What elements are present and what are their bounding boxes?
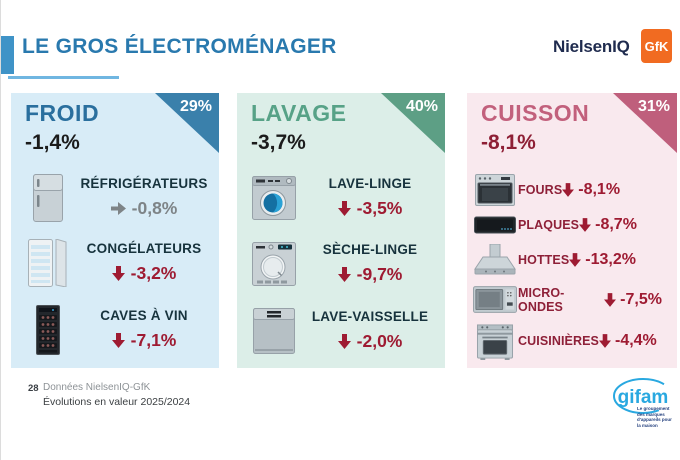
appliance-row: RÉFRIGÉRATEURS -0,8% <box>11 173 219 222</box>
page-number: 28 <box>28 383 39 394</box>
appliance-value: -7,1% <box>130 330 177 351</box>
appliance-label: RÉFRIGÉRATEURS <box>80 176 208 192</box>
appliance-label: LAVE-VAISSELLE <box>311 308 429 324</box>
market-share: 40% <box>405 98 438 115</box>
panel-froid: 29% FROID -1,4% RÉFRIGÉRATEURS -0,8% <box>11 93 219 368</box>
panel-title: CUISSON <box>481 100 590 126</box>
panel-title: FROID <box>25 100 100 126</box>
down-arrow-icon <box>579 217 592 232</box>
appliance-row: PLAQUES -8,7% <box>467 215 677 235</box>
panel-total: -3,7% <box>251 131 306 154</box>
down-arrow-icon <box>604 292 617 307</box>
appliance-row: SÈCHE-LINGE -9,7% <box>237 241 445 287</box>
dishwasher-icon <box>245 307 303 354</box>
appliance-label: LAVE-LINGE <box>328 176 412 192</box>
appliance-row: HOTTES -13,2% <box>467 243 677 277</box>
microwave-icon <box>472 286 518 313</box>
cooktop-icon <box>472 215 518 235</box>
market-share: 31% <box>637 98 670 115</box>
wine-cellar-icon <box>19 305 77 356</box>
appliance-label: CONGÉLATEURS <box>86 241 202 257</box>
panel-title: LAVAGE <box>251 100 347 126</box>
appliance-label: PLAQUES <box>518 217 580 232</box>
appliance-value: -8,1% <box>578 180 621 198</box>
oven-icon <box>472 173 518 206</box>
appliance-label: SÈCHE-LINGE <box>322 242 418 258</box>
appliance-value: -0,8% <box>131 198 178 219</box>
panel-lavage: 40% LAVAGE -3,7% LAVE-LINGE -3,5% <box>237 93 445 368</box>
title-accent-bar <box>1 36 14 74</box>
washing-machine-icon <box>245 176 303 221</box>
appliance-row: LAVE-VAISSELLE -2,0% <box>237 307 445 354</box>
gfk-logo: GfK <box>641 29 672 63</box>
appliance-label: HOTTES <box>518 253 570 267</box>
flat-arrow-icon <box>110 202 126 216</box>
range-hood-icon <box>472 243 518 277</box>
appliance-label: CUISINIÈRES <box>518 334 599 348</box>
appliance-value: -13,2% <box>585 251 636 268</box>
down-arrow-icon <box>598 334 611 348</box>
down-arrow-icon <box>111 333 125 349</box>
appliance-label: FOURS <box>518 182 563 197</box>
appliance-row: LAVE-LINGE -3,5% <box>237 175 445 221</box>
panel-total: -8,1% <box>481 131 536 154</box>
gifam-tagline: Le groupement des marques d'appareils po… <box>637 406 672 428</box>
freezer-icon <box>19 239 77 288</box>
gifam-logo: gifam Le groupement des marques d'appare… <box>611 376 677 428</box>
appliance-row: MICRO-ONDES -7,5% <box>467 286 677 314</box>
page-title: LE GROS ÉLECTROMÉNAGER <box>22 35 337 58</box>
source-line-2: Évolutions en valeur 2025/2024 <box>43 396 191 408</box>
appliance-value: -2,0% <box>356 330 403 351</box>
down-arrow-icon <box>337 267 351 283</box>
appliance-value: -4,4% <box>614 332 657 349</box>
appliance-row: CUISINIÈRES -4,4% <box>467 323 677 360</box>
cooker-icon <box>472 323 518 360</box>
down-arrow-icon <box>569 253 582 267</box>
refrigerator-icon <box>19 173 77 222</box>
title-underline <box>8 76 119 79</box>
appliance-value: -3,2% <box>130 263 177 284</box>
appliance-value: -8,7% <box>595 215 637 233</box>
panel-cuisson: 31% CUISSON -8,1% FOURS -8,1% <box>467 93 677 368</box>
appliance-row: CONGÉLATEURS -3,2% <box>11 239 219 288</box>
source-line-1: Données NielsenIQ-GfK <box>43 382 151 393</box>
market-share: 29% <box>179 98 212 115</box>
panel-total: -1,4% <box>25 131 80 154</box>
category-panels: 29% FROID -1,4% RÉFRIGÉRATEURS -0,8% <box>11 93 677 368</box>
down-arrow-icon <box>337 333 351 349</box>
appliance-row: FOURS -8,1% <box>467 173 677 206</box>
appliance-value: -3,5% <box>356 198 403 219</box>
down-arrow-icon <box>562 182 575 197</box>
dryer-icon <box>245 242 303 287</box>
appliance-label: MICRO-ONDES <box>518 285 565 314</box>
appliance-value: -7,5% <box>620 290 662 308</box>
nielseniq-logo: NielsenIQ <box>553 37 630 56</box>
appliance-label: CAVES À VIN <box>100 308 188 324</box>
appliance-row: CAVES À VIN -7,1% <box>11 305 219 356</box>
down-arrow-icon <box>111 266 125 282</box>
gifam-wordmark: gifam <box>618 387 669 408</box>
appliance-value: -9,7% <box>356 264 403 285</box>
down-arrow-icon <box>337 201 351 217</box>
